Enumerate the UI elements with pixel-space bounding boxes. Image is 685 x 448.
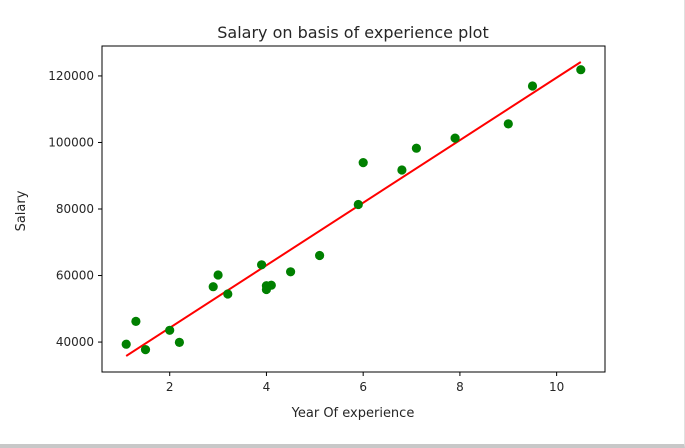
data-point-5 <box>174 337 184 347</box>
x-axis-title: Year Of experience <box>291 406 415 421</box>
data-point-7 <box>213 270 223 280</box>
data-point-14 <box>315 250 325 261</box>
data-point-16 <box>358 158 368 168</box>
data-point-2 <box>131 316 141 326</box>
data-point-4 <box>165 325 175 335</box>
data-point-21 <box>527 81 538 91</box>
y-tick-label-60000: 60000 <box>56 269 94 283</box>
data-point-20 <box>503 119 513 129</box>
data-point-15 <box>353 199 363 210</box>
x-axis-ticks: 2 4 6 8 10 <box>166 372 564 394</box>
data-point-22 <box>576 65 586 75</box>
data-point-1 <box>121 339 131 349</box>
y-axis-title: Salary <box>14 190 29 231</box>
data-point-18 <box>411 143 421 153</box>
data-point-17 <box>397 165 407 175</box>
data-point-19 <box>450 133 460 143</box>
y-tick-label-100000: 100000 <box>48 135 94 149</box>
y-tick-label-80000: 80000 <box>56 202 94 216</box>
y-axis-ticks: 40000 60000 80000 100000 120000 <box>48 69 102 349</box>
data-point-6 <box>208 282 218 292</box>
x-tick-label-8: 8 <box>456 380 464 394</box>
data-point-9 <box>257 260 267 270</box>
data-point-13 <box>286 267 296 277</box>
x-tick-label-6: 6 <box>359 380 367 394</box>
data-point-8 <box>223 289 233 299</box>
x-tick-label-2: 2 <box>166 380 174 394</box>
chart-title: Salary on basis of experience plot <box>217 23 488 42</box>
y-tick-label-120000: 120000 <box>48 69 94 83</box>
data-point-12 <box>266 280 276 290</box>
regression-line <box>125 61 582 357</box>
plot-marks <box>121 61 586 357</box>
x-tick-label-4: 4 <box>263 380 271 394</box>
x-tick-label-10: 10 <box>549 380 564 394</box>
y-tick-label-40000: 40000 <box>56 335 94 349</box>
data-point-3 <box>140 345 151 355</box>
